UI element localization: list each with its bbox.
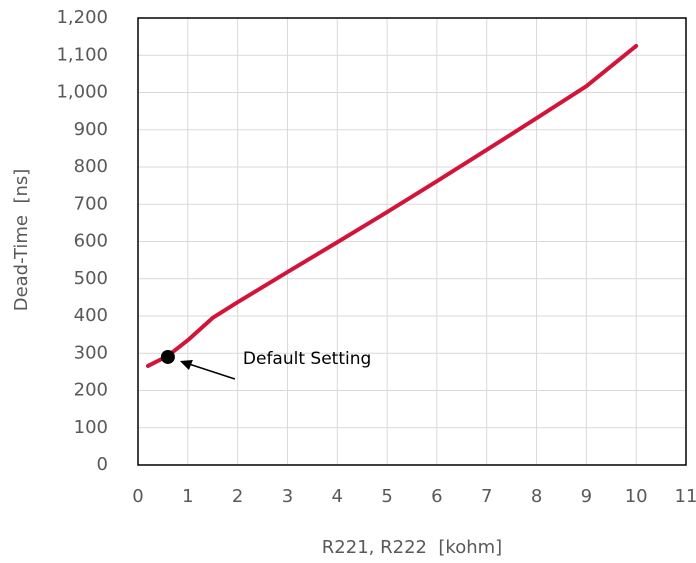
y-axis-title: Dead-Time [ns] xyxy=(11,169,32,312)
x-tick-label: 7 xyxy=(481,486,492,507)
y-tick-label: 200 xyxy=(74,380,108,401)
line xyxy=(145,43,639,368)
y-tick-label: 600 xyxy=(74,231,108,252)
y-tick-label: 700 xyxy=(74,193,108,214)
x-tick-label: 10 xyxy=(625,486,648,507)
y-tick-label: 100 xyxy=(74,417,108,438)
default-point xyxy=(160,349,175,364)
x-tick-label: 11 xyxy=(675,486,696,507)
x-tick-label: 0 xyxy=(132,486,143,507)
annotation-arrow xyxy=(185,362,236,380)
x-tick-label: 8 xyxy=(531,486,542,507)
annotation-label: Default Setting xyxy=(243,349,371,369)
x-tick-label: 1 xyxy=(182,486,193,507)
y-tick-label: 1,200 xyxy=(56,7,108,28)
x-tick-label: 9 xyxy=(581,486,592,507)
y-tick-label: 1,100 xyxy=(56,44,108,65)
y-tick-label: 900 xyxy=(74,119,108,140)
x-tick-label: 5 xyxy=(381,486,392,507)
plot-frame xyxy=(137,17,687,466)
y-tick-label: 400 xyxy=(74,305,108,326)
x-tick-label: 4 xyxy=(332,486,343,507)
x-axis-title: R221, R222 [kohm] xyxy=(322,537,502,558)
y-tick-label: 800 xyxy=(74,156,108,177)
x-tick-label: 3 xyxy=(282,486,293,507)
y-tick-label: 0 xyxy=(97,454,108,475)
y-tick-label: 500 xyxy=(74,268,108,289)
x-tick-label: 6 xyxy=(431,486,442,507)
arrow-head xyxy=(179,359,193,370)
y-tick-label: 1,000 xyxy=(56,82,108,103)
x-tick-label: 2 xyxy=(232,486,243,507)
y-tick-label: 300 xyxy=(74,342,108,363)
